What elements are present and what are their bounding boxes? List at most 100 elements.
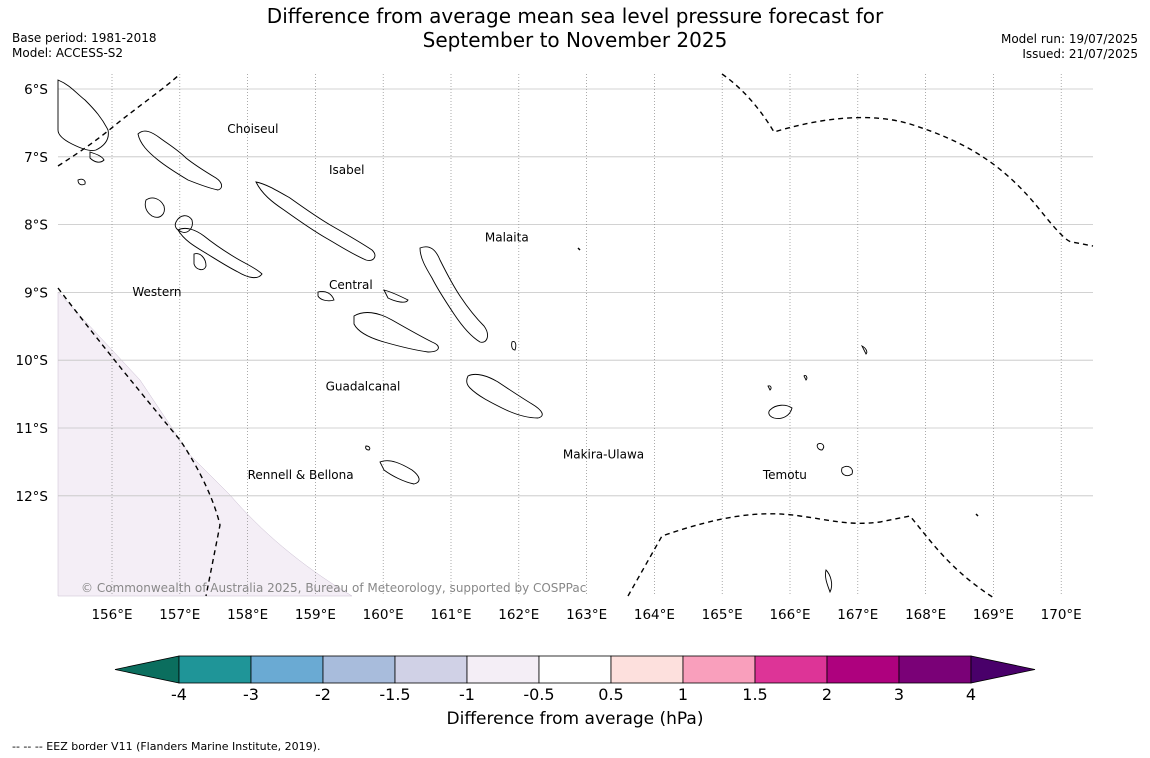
colorbar-extend-low [114,655,180,684]
issued-date: Issued: 21/07/2025 [1022,47,1138,61]
island-utupua [841,465,853,477]
eez-footnote: -- -- -- EEZ border V11 (Flanders Marine… [12,740,321,753]
colorbar-segment [394,655,468,684]
island-choiseul [137,130,223,191]
colorbar-segment [610,655,684,684]
province-label: Choiseul [227,122,278,136]
island-tikopia [860,344,868,355]
lon-tick-label: 166°E [769,607,810,623]
lon-tick-label: 163°E [566,607,607,623]
colorbar-tick-label: -2 [315,685,331,704]
province-label: Central [329,278,373,292]
colorbar-tick-label: -1 [459,685,475,704]
lon-tick-label: 158°E [227,607,268,623]
province-label: Temotu [762,468,807,482]
colorbar-segment [250,655,324,684]
province-label: Western [132,285,181,299]
colorbar: -4 -3 -2 -1.5 -1 -0.5 0.5 1 1.5 2 3 4 [114,655,1036,704]
lon-tick-label: 168°E [905,607,946,623]
lat-tick-label: 6°S [24,82,48,98]
colorbar-tick-label: 4 [966,685,976,704]
colorbar-extend-high [970,655,1036,684]
island-reef-islands [767,385,772,391]
island-santa-isabel [255,181,376,261]
island-nggela [317,291,335,302]
colorbar-segment [466,655,540,684]
island-kolombangara [174,215,193,233]
province-label: Makira-Ulawa [563,448,644,462]
island-sikaiana [577,247,581,251]
lon-tick-label: 161°E [430,607,471,623]
lat-tick-label: 12°S [16,489,49,505]
province-labels: Choiseul Isabel Malaita Western Central Guada… [132,122,807,482]
island-ndende [768,404,793,419]
colorbar-tick-label: 3 [894,685,904,704]
colorbar-tick-label: -4 [171,685,187,704]
eez-border-png-south [57,287,221,597]
province-label: Malaita [485,231,529,245]
lat-tick-label: 9°S [24,285,48,301]
lat-tick-label: 11°S [16,421,49,437]
island-rendova [193,253,207,271]
island-vella-lavella [144,197,165,218]
lon-tick-label: 169°E [973,607,1014,623]
island-ulawa [511,341,517,351]
lon-tick-label: 156°E [91,607,132,623]
lon-tick-label: 157°E [159,607,200,623]
colorbar-segment [826,655,900,684]
province-label: Rennell & Bellona [248,468,354,482]
axis-tick-labels: 6°S 7°S 8°S 9°S 10°S 11°S 12°S 156°E 157°E 158°E 1… [16,82,1082,623]
colorbar-segment [178,655,252,684]
island-new-georgia [177,227,263,279]
island-malaita [419,246,488,343]
lon-tick-label: 167°E [837,607,878,623]
island-anuta [975,513,979,517]
anomaly-shading-negative [57,291,353,597]
lon-tick-label: 164°E [634,607,675,623]
colorbar-tick-label: 1.5 [742,685,767,704]
colorbar-label: Difference from average (hPa) [446,709,704,729]
lon-tick-label: 165°E [702,607,743,623]
eez-border-nauru-tuvalu [721,73,1094,247]
lat-tick-label: 10°S [16,353,49,369]
colorbar-tick-label: 0.5 [598,685,623,704]
island-bellona [365,445,371,451]
title-line-1: Difference from average mean sea level p… [266,4,884,28]
chart-title: Difference from average mean sea level p… [0,4,1150,52]
colorbar-segment [682,655,756,684]
island-buka [89,151,105,163]
island-rennell [379,460,420,485]
lat-tick-label: 8°S [24,218,48,234]
colorbar-tick-label: -1.5 [379,685,410,704]
island-vanikoro [816,443,825,451]
map-content: Choiseul Isabel Malaita Western Central Guada… [16,73,1094,623]
lon-tick-label: 160°E [363,607,404,623]
title-line-2: September to November 2025 [422,28,728,52]
graticule [58,74,1093,596]
eez-borders [57,73,1094,599]
province-label: Isabel [329,163,364,177]
lon-tick-label: 170°E [1041,607,1082,623]
base-period: Base period: 1981-2018 [12,31,157,45]
meta-right: Model run: 19/07/2025 Issued: 21/07/2025 [1001,32,1138,62]
island-makira [466,373,543,419]
colorbar-tick-label: 2 [822,685,832,704]
province-label: Guadalcanal [326,380,401,394]
eez-border-png-north [57,73,181,167]
colorbar-tick-label: 1 [678,685,688,704]
model-run: Model run: 19/07/2025 [1000,32,1138,46]
island-vanuatu-north [825,569,833,594]
model-name: Model: ACCESS-S2 [12,46,124,60]
lat-tick-label: 7°S [24,150,48,166]
colorbar-tick-label: -3 [243,685,259,704]
island-bougainville [57,79,109,151]
colorbar-segment [322,655,396,684]
copyright-text: © Commonwealth of Australia 2025, Bureau… [81,581,586,595]
island-guadalcanal [353,312,439,353]
lon-tick-label: 162°E [498,607,539,623]
coastlines [57,79,979,594]
lon-tick-label: 159°E [295,607,336,623]
colorbar-segment [754,655,828,684]
colorbar-tick-label: -0.5 [523,685,554,704]
